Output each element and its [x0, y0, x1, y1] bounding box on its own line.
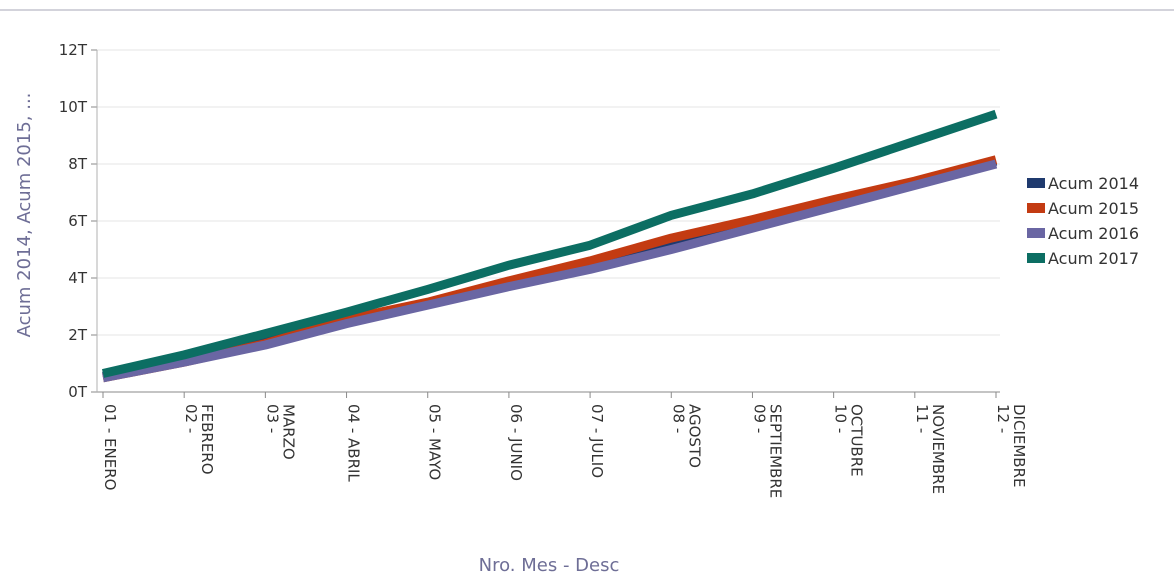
- series-line: [102, 159, 998, 383]
- legend-label: Acum 2016: [1048, 224, 1139, 243]
- legend: Acum 2014 Acum 2015 Acum 2016 Acum 2017: [1027, 174, 1139, 268]
- x-tick-label: 11 -: [913, 404, 931, 433]
- x-tick-label: 09 -: [750, 404, 768, 433]
- y-tick-label: 2T: [68, 326, 88, 344]
- x-axis-title: Nro. Mes - Desc: [479, 555, 620, 576]
- x-tick-label: 06 - JUNIO: [507, 404, 525, 481]
- series-line: [101, 109, 998, 378]
- x-tick-label: 07 - JULIO: [588, 404, 606, 478]
- legend-label: Acum 2017: [1048, 249, 1139, 268]
- y-tick-label: 8T: [68, 155, 88, 173]
- x-tick-label: FEBRERO: [198, 404, 216, 475]
- x-tick-label: SEPTIEMBRE: [766, 404, 784, 498]
- y-tick-label: 0T: [68, 383, 88, 401]
- x-tick-label: 01 - ENERO: [101, 404, 119, 490]
- legend-label: Acum 2014: [1048, 174, 1139, 193]
- x-tick-label: MARZO: [279, 404, 297, 460]
- x-tick-label: 05 - MAYO: [426, 404, 444, 480]
- x-tick-label: OCTUBRE: [848, 404, 866, 477]
- series-lines: [101, 109, 998, 383]
- legend-swatch: [1027, 253, 1045, 263]
- y-tick-label: 10T: [59, 98, 88, 116]
- legend-swatch: [1027, 228, 1045, 238]
- y-tick-label: 6T: [68, 212, 88, 230]
- x-axis-ticks: 01 - ENERO 02 -FEBRERO 03 -MARZO 04 - ABRIL…: [101, 392, 1028, 498]
- y-tick-label: 4T: [68, 269, 88, 287]
- y-tick-label: 12T: [59, 41, 88, 59]
- legend-swatch: [1027, 178, 1045, 188]
- x-tick-label: 04 - ABRIL: [345, 404, 363, 482]
- y-axis-ticks: 0T 2T 4T 6T 8T 10T 12T: [59, 41, 97, 401]
- x-tick-label: 02 -: [182, 404, 200, 433]
- x-tick-label: 08 -: [669, 404, 687, 433]
- x-tick-label: 12 -: [994, 404, 1012, 433]
- x-tick-label: AGOSTO: [685, 404, 703, 468]
- x-tick-label: DICIEMBRE: [1010, 404, 1028, 487]
- x-tick-label: NOVIEMBRE: [929, 404, 947, 494]
- y-axis-title: Acum 2014, Acum 2015, ...: [14, 93, 35, 338]
- legend-label: Acum 2015: [1048, 199, 1139, 218]
- x-tick-label: 10 -: [832, 404, 850, 433]
- x-tick-label: 03 -: [263, 404, 281, 433]
- legend-swatch: [1027, 203, 1045, 213]
